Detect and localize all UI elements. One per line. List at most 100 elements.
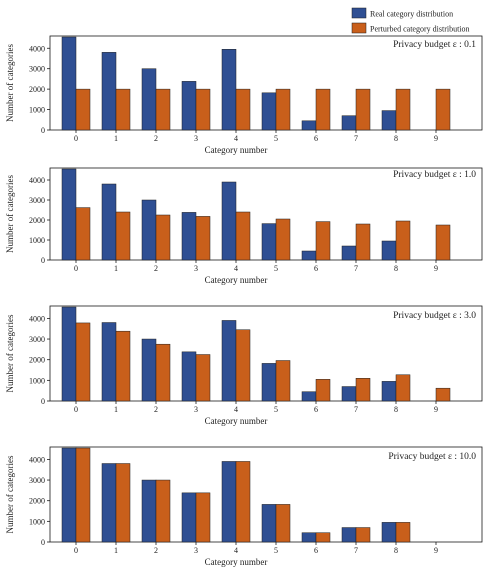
- bar-perturbed: [355, 527, 371, 543]
- x-tick-label: 5: [274, 134, 278, 143]
- x-tick-label: 5: [274, 405, 278, 414]
- bar-perturbed: [435, 387, 451, 402]
- bar-real: [221, 181, 237, 261]
- x-axis-title: Category number: [205, 145, 268, 155]
- bar-perturbed: [75, 322, 91, 402]
- bar-real: [181, 81, 197, 131]
- bar-chart-panel: 0 1000 2000 3000 4000 0 1 2 3 4 5 6 7 8 9 Category numb…: [5, 35, 483, 155]
- x-tick-label: 0: [74, 405, 78, 414]
- x-tick-label: 2: [154, 134, 158, 143]
- bar-perturbed: [315, 88, 331, 131]
- bar-real: [341, 245, 357, 261]
- bar-perturbed: [195, 88, 211, 131]
- x-tick-label: 3: [194, 264, 198, 273]
- bar-real: [261, 92, 277, 131]
- bar-real: [381, 110, 397, 131]
- bar-real: [341, 115, 357, 131]
- x-tick-label: 2: [154, 546, 158, 555]
- legend-label: Real category distribution: [370, 10, 453, 19]
- x-tick-label: 6: [314, 405, 318, 414]
- bar-real: [301, 120, 317, 131]
- bar-perturbed: [195, 216, 211, 261]
- bar-real: [181, 212, 197, 261]
- legend-swatch: [351, 7, 367, 19]
- bar-perturbed: [155, 214, 171, 261]
- bar-real: [381, 381, 397, 402]
- bar-perturbed: [115, 211, 131, 261]
- y-tick-label: 3000: [29, 476, 45, 485]
- bar-perturbed: [275, 88, 291, 131]
- y-tick-label: 4000: [29, 455, 45, 464]
- y-tick-label: 3000: [29, 65, 45, 74]
- x-tick-label: 4: [234, 134, 238, 143]
- x-tick-label: 7: [354, 405, 358, 414]
- legend-swatch: [351, 22, 367, 34]
- x-tick-label: 1: [114, 405, 118, 414]
- bar-real: [101, 463, 117, 543]
- bar-perturbed: [355, 223, 371, 261]
- bar-perturbed: [315, 532, 331, 543]
- bar-real: [101, 183, 117, 261]
- y-axis-title: Number of categories: [5, 44, 15, 122]
- bar-perturbed: [315, 379, 331, 402]
- bar-real: [261, 504, 277, 543]
- x-tick-label: 8: [394, 405, 398, 414]
- bar-perturbed: [235, 88, 251, 131]
- bar-real: [301, 391, 317, 402]
- x-tick-label: 2: [154, 405, 158, 414]
- x-tick-label: 3: [194, 134, 198, 143]
- bar-real: [341, 527, 357, 543]
- y-tick-label: 1000: [29, 517, 45, 526]
- privacy-budget-label: Privacy budget ε : 10.0: [388, 452, 476, 462]
- bar-real: [221, 461, 237, 543]
- y-tick-label: 0: [41, 538, 45, 547]
- x-tick-label: 4: [234, 546, 238, 555]
- x-tick-label: 6: [314, 546, 318, 555]
- y-tick-label: 1000: [29, 376, 45, 385]
- y-tick-label: 2000: [29, 356, 45, 365]
- x-tick-label: 6: [314, 264, 318, 273]
- y-tick-label: 4000: [29, 314, 45, 323]
- bar-chart-panel: 0 1000 2000 3000 4000 0 1 2 3 4 5 6 7 8 9 Category numb…: [5, 305, 483, 426]
- y-tick-label: 1000: [29, 236, 45, 245]
- x-tick-label: 3: [194, 405, 198, 414]
- bar-perturbed: [235, 211, 251, 261]
- bar-real: [61, 306, 77, 402]
- x-tick-label: 9: [434, 264, 438, 273]
- legend-label: Perturbed category distribution: [370, 25, 470, 34]
- bar-real: [381, 522, 397, 543]
- y-axis-title: Number of categories: [5, 455, 15, 533]
- y-axis-title: Number of categories: [5, 175, 15, 253]
- bar-perturbed: [115, 88, 131, 131]
- bar-real: [141, 199, 157, 261]
- x-tick-label: 5: [274, 264, 278, 273]
- bar-real: [221, 49, 237, 131]
- y-tick-label: 2000: [29, 497, 45, 506]
- x-tick-label: 9: [434, 405, 438, 414]
- bar-perturbed: [195, 492, 211, 543]
- bar-perturbed: [115, 330, 131, 402]
- bar-perturbed: [75, 207, 91, 261]
- x-axis-title: Category number: [205, 275, 268, 285]
- y-tick-label: 2000: [29, 216, 45, 225]
- x-tick-label: 8: [394, 546, 398, 555]
- bar-real: [141, 479, 157, 543]
- bar-real: [301, 532, 317, 543]
- x-tick-label: 5: [274, 546, 278, 555]
- bar-chart-panel: 0 1000 2000 3000 4000 0 1 2 3 4 5 6 7 8 9 Category numb…: [5, 446, 483, 567]
- bar-perturbed: [235, 461, 251, 543]
- bar-real: [141, 68, 157, 131]
- y-tick-label: 4000: [29, 44, 45, 53]
- y-tick-label: 2000: [29, 85, 45, 94]
- bar-real: [181, 492, 197, 543]
- x-tick-label: 6: [314, 134, 318, 143]
- bar-perturbed: [275, 504, 291, 543]
- x-tick-label: 7: [354, 134, 358, 143]
- privacy-budget-label: Privacy budget ε : 3.0: [393, 311, 476, 321]
- bar-real: [101, 322, 117, 402]
- bar-perturbed: [195, 354, 211, 402]
- y-tick-label: 0: [41, 126, 45, 135]
- privacy-budget-label: Privacy budget ε : 1.0: [393, 170, 476, 180]
- bar-perturbed: [155, 343, 171, 402]
